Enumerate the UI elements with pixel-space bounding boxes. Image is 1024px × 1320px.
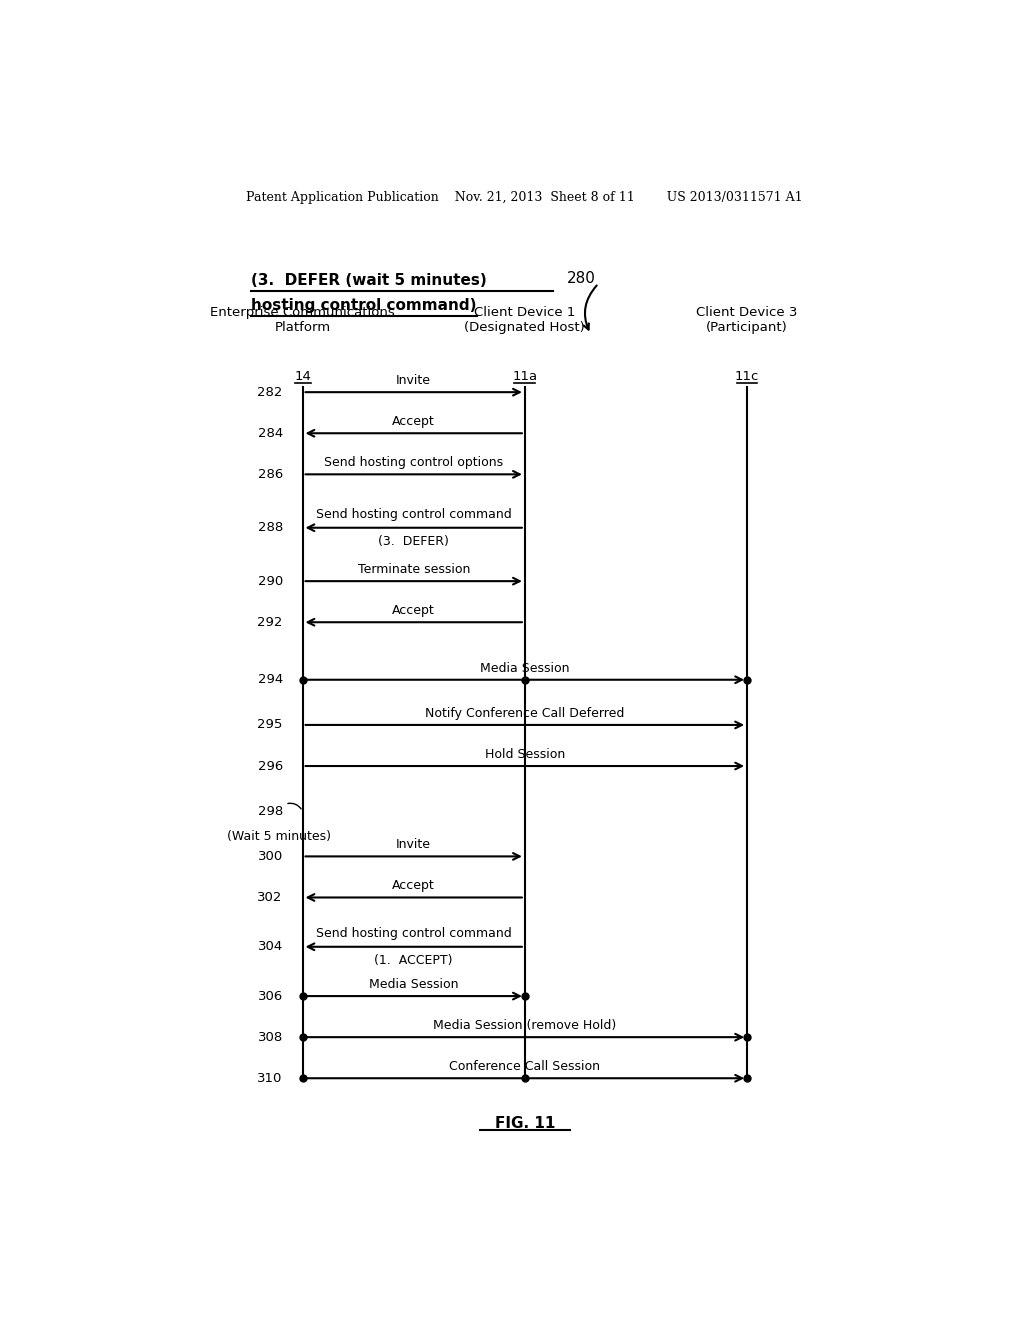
Text: Accept: Accept: [392, 879, 435, 892]
Text: 306: 306: [257, 990, 283, 1003]
Text: 282: 282: [257, 385, 283, 399]
Text: 302: 302: [257, 891, 283, 904]
Text: Patent Application Publication    Nov. 21, 2013  Sheet 8 of 11        US 2013/03: Patent Application Publication Nov. 21, …: [247, 190, 803, 203]
Text: 288: 288: [257, 521, 283, 535]
Text: 290: 290: [257, 574, 283, 587]
Text: (1.  ACCEPT): (1. ACCEPT): [375, 954, 453, 966]
Text: Send hosting control command: Send hosting control command: [315, 927, 512, 940]
Text: Invite: Invite: [396, 374, 431, 387]
Text: 292: 292: [257, 615, 283, 628]
Text: (3.  DEFER (wait 5 minutes): (3. DEFER (wait 5 minutes): [251, 273, 486, 288]
Text: (3.  DEFER): (3. DEFER): [378, 535, 450, 548]
Text: Send hosting control command: Send hosting control command: [315, 508, 512, 520]
Text: 284: 284: [257, 426, 283, 440]
Text: Accept: Accept: [392, 416, 435, 428]
Text: Accept: Accept: [392, 605, 435, 618]
Text: Invite: Invite: [396, 838, 431, 851]
Text: hosting control command): hosting control command): [251, 298, 476, 313]
Text: Hold Session: Hold Session: [484, 748, 565, 760]
Text: Terminate session: Terminate session: [357, 564, 470, 576]
Text: Send hosting control options: Send hosting control options: [325, 457, 503, 469]
Text: 286: 286: [257, 467, 283, 480]
Text: 304: 304: [257, 940, 283, 953]
Text: 294: 294: [257, 673, 283, 686]
Text: 298: 298: [257, 805, 283, 817]
Text: 308: 308: [257, 1031, 283, 1044]
Text: 11a: 11a: [512, 371, 538, 383]
Text: 300: 300: [257, 850, 283, 863]
Text: Client Device 3
(Participant): Client Device 3 (Participant): [696, 306, 798, 334]
Text: Media Session: Media Session: [480, 661, 569, 675]
Text: 310: 310: [257, 1072, 283, 1085]
Text: (Wait 5 minutes): (Wait 5 minutes): [227, 829, 331, 842]
Text: Notify Conference Call Deferred: Notify Conference Call Deferred: [425, 706, 625, 719]
Text: 295: 295: [257, 718, 283, 731]
Text: Client Device 1
(Designated Host): Client Device 1 (Designated Host): [465, 306, 585, 334]
Text: Media Session (remove Hold): Media Session (remove Hold): [433, 1019, 616, 1032]
Text: Enterprise Communications
Platform: Enterprise Communications Platform: [210, 306, 395, 334]
Text: 11c: 11c: [735, 371, 759, 383]
Text: 280: 280: [567, 271, 596, 286]
Text: Media Session: Media Session: [369, 978, 459, 991]
Text: 14: 14: [294, 371, 311, 383]
Text: FIG. 11: FIG. 11: [495, 1117, 555, 1131]
Text: Conference Call Session: Conference Call Session: [450, 1060, 600, 1073]
Text: 296: 296: [257, 759, 283, 772]
